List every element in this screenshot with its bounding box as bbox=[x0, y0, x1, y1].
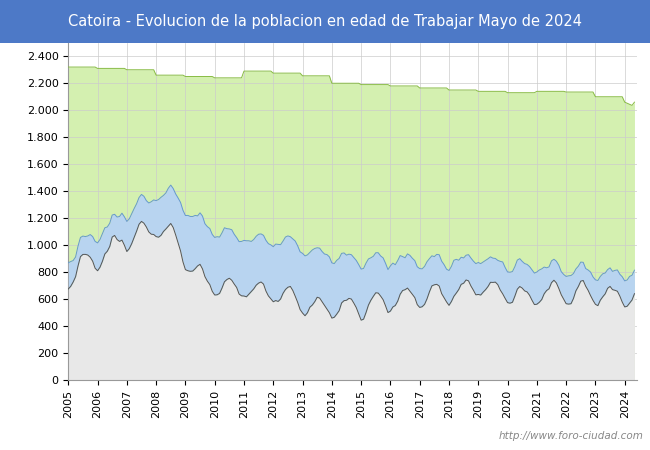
Text: Catoira - Evolucion de la poblacion en edad de Trabajar Mayo de 2024: Catoira - Evolucion de la poblacion en e… bbox=[68, 14, 582, 29]
Text: http://www.foro-ciudad.com: http://www.foro-ciudad.com bbox=[499, 431, 644, 441]
